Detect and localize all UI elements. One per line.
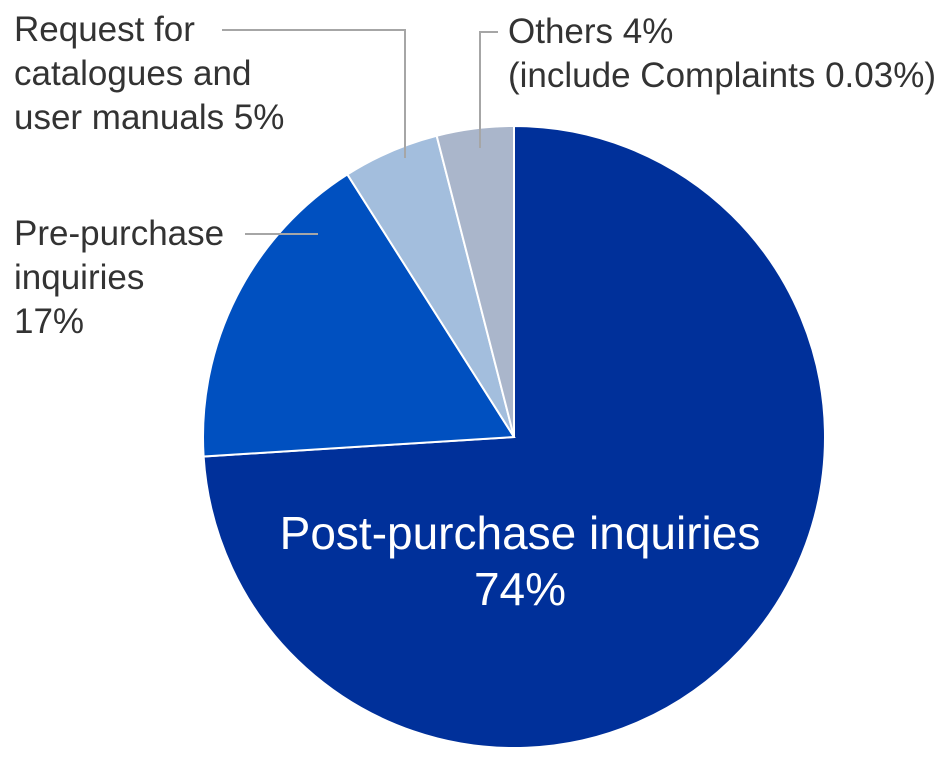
value-label: 5% <box>233 98 285 137</box>
pie <box>202 124 826 749</box>
category-label: Post-purchase inquiries <box>279 507 761 559</box>
leader-line <box>479 31 498 148</box>
value-label: 74% <box>473 563 567 615</box>
category-label: Others <box>508 12 614 51</box>
pie-slice <box>435 124 515 438</box>
pie-slice <box>202 173 516 458</box>
slice-label: Others 4% <box>508 10 708 54</box>
leader-line <box>222 29 406 158</box>
value-label: 4% <box>622 12 674 51</box>
value-label: 17% <box>14 302 85 341</box>
slice-label: Request for catalogues and user manuals … <box>14 8 314 140</box>
category-label: Request for catalogues and user manuals <box>14 10 252 137</box>
category-label: Pre-purchase inquiries <box>14 214 225 297</box>
slice-label: Pre-purchase inquiries 17% <box>14 212 249 344</box>
annotation: (include Complaints 0.03%) <box>508 56 936 95</box>
slice-label: Post-purchase inquiries 74% <box>200 505 840 617</box>
